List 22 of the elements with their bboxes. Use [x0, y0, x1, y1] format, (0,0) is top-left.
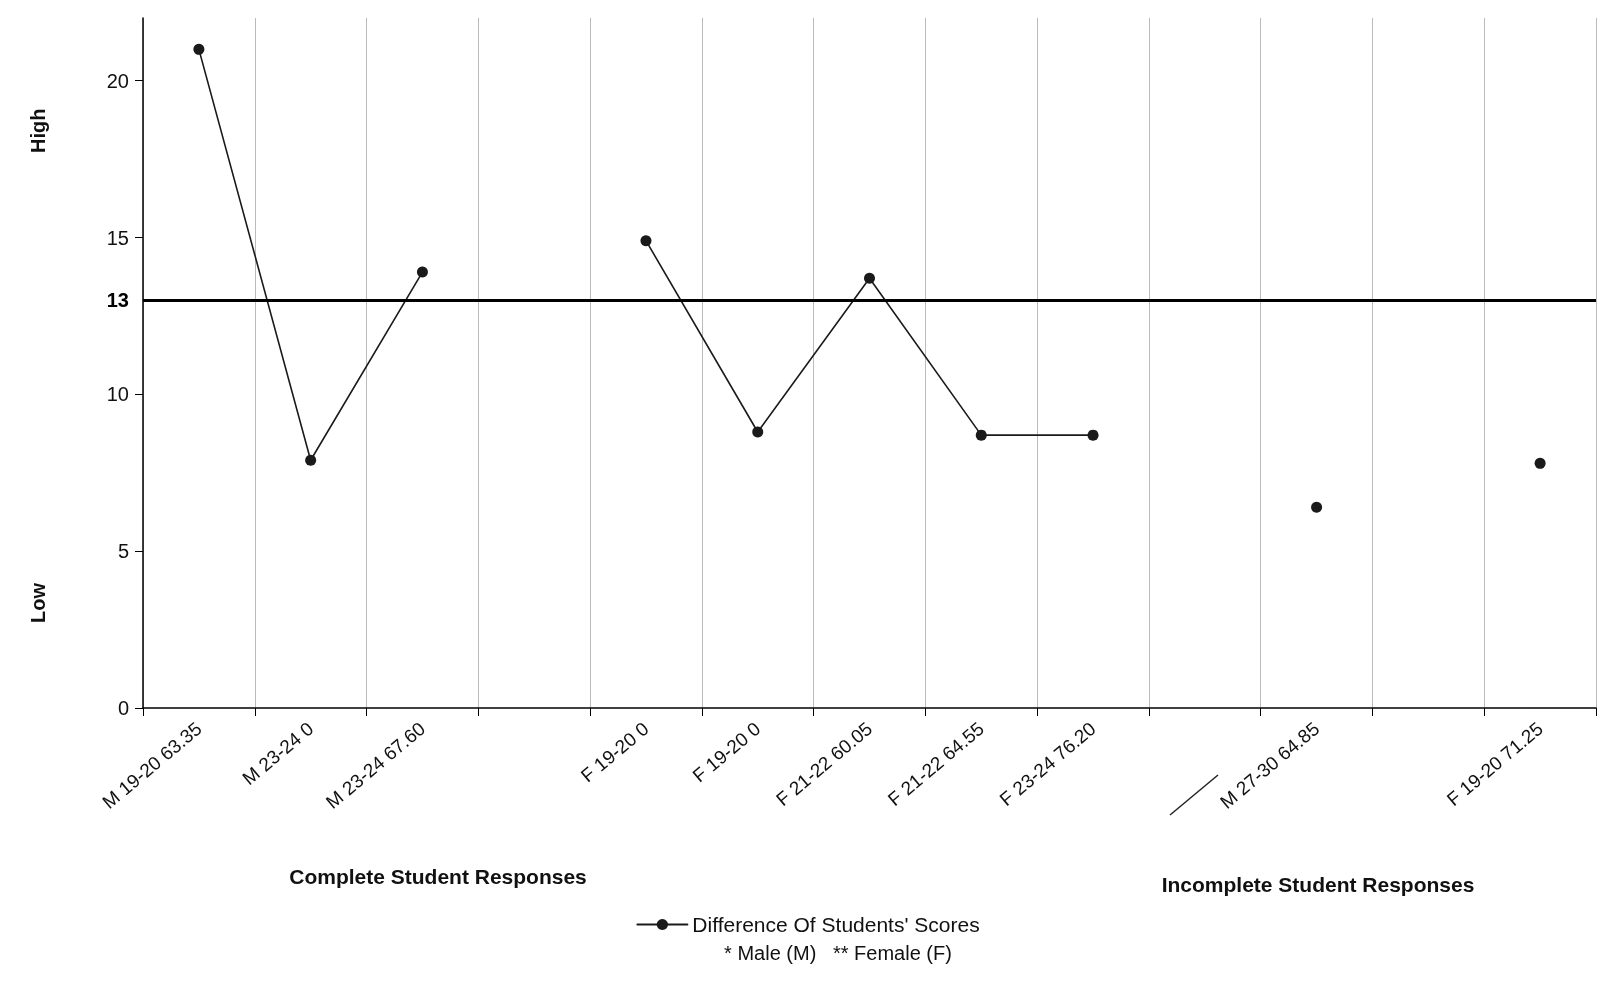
point: [1087, 429, 1099, 441]
point: [752, 426, 764, 438]
text: High: [27, 108, 49, 153]
y-tick-label: 20: [106, 69, 129, 92]
legend-label: Difference Of Students' Scores: [692, 913, 980, 936]
point: [193, 43, 205, 55]
text: Low: [27, 582, 49, 623]
point: [1534, 457, 1546, 469]
point: [416, 266, 428, 278]
text: * Male (M) ** Female (F): [724, 942, 952, 964]
y-tick-label: 10: [106, 383, 129, 406]
y-tick-label: 0: [117, 697, 129, 719]
point: [1311, 501, 1323, 513]
point: [864, 272, 875, 284]
y-tick-label: 15: [106, 226, 129, 249]
point: [305, 454, 317, 466]
ref-line-label: 13: [106, 289, 129, 312]
y-tick-label: 5: [117, 540, 129, 563]
text: Complete Student Responses: [289, 865, 587, 888]
point: [640, 235, 652, 247]
text: Incomplete Student Responses: [1161, 873, 1475, 896]
point: [975, 429, 987, 441]
